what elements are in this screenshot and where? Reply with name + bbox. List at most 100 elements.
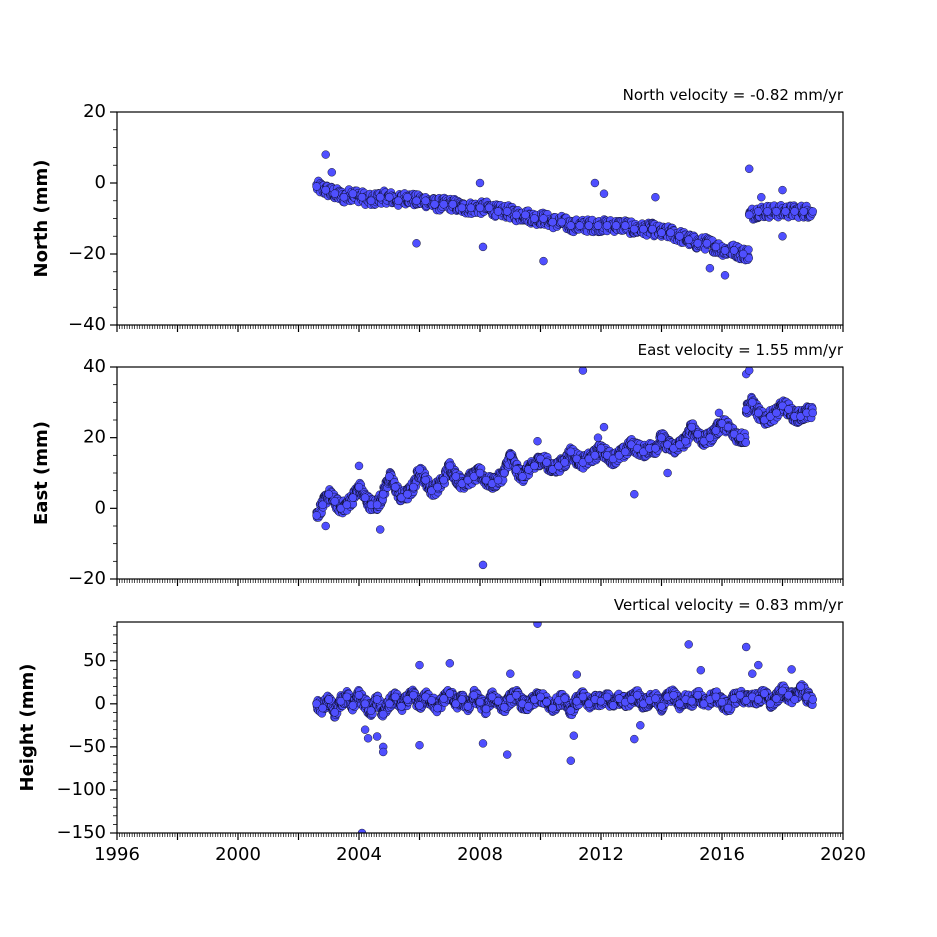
data-point [360,699,370,708]
data-point [566,706,575,715]
outlier-point [630,734,639,744]
data-point [530,214,539,223]
x-tick-label: 2012 [578,844,624,865]
y-tick-label: −150 [57,822,106,843]
north-y-axis-label: North (mm) [31,160,52,278]
data-point [630,224,639,234]
data-point [463,702,473,711]
data-point [584,221,594,230]
y-tick-label: −50 [68,736,106,757]
data-point [348,701,358,710]
data-point [330,708,339,717]
data-point [330,497,339,506]
data-point [487,692,497,702]
data-point [542,697,551,707]
data-point [566,221,575,230]
data-point [572,697,581,706]
data-point [385,699,394,708]
y-tick-label: 0 [95,172,106,193]
outlier-point [705,264,715,273]
outlier-point [539,256,548,266]
data-point [790,695,799,704]
data-point [376,192,385,202]
outlier-point [599,422,609,432]
data-point [512,691,521,700]
data-point [799,207,808,216]
outlier-point [321,150,330,159]
y-tick-label: 40 [83,356,106,377]
data-point [512,465,521,474]
data-point [391,482,400,492]
data-point [415,701,424,710]
data-point [548,703,557,713]
data-point [784,691,793,700]
outlier-point [354,461,364,471]
data-point [542,458,551,467]
data-point [687,422,696,432]
data-point [693,691,702,700]
outlier-point [742,642,751,652]
outlier-point [663,468,672,478]
data-point [735,691,745,700]
data-point [415,465,424,474]
data-point [741,438,750,447]
east-velocity-title: East velocity = 1.55 mm/yr [638,341,844,359]
data-point [711,242,721,252]
data-point [539,214,548,223]
y-tick-label: −40 [68,314,106,335]
data-point [657,228,666,237]
data-point [742,405,751,414]
outlier-point [415,660,424,670]
outlier-point [379,747,388,757]
outlier-point [566,756,575,765]
data-point [621,447,630,456]
data-point [578,692,588,702]
data-point [651,444,660,453]
data-point [808,408,817,418]
data-point [379,490,388,499]
data-point [521,210,530,220]
data-point [711,426,721,435]
data-point [397,702,406,711]
data-point [729,246,739,255]
x-tick-label: 1996 [94,844,140,865]
data-point [360,493,370,502]
data-point [699,699,709,708]
outlier-point [720,271,730,280]
outlier-point [372,732,382,741]
data-point [430,200,439,209]
east-panel: East velocity = 1.55 mm/yr East (mm) 40 2… [31,341,844,589]
outlier-point [533,622,542,628]
x-tick-label: 2000 [215,844,261,865]
data-point [475,468,485,478]
vertical-velocity-title: Vertical velocity = 0.83 mm/yr [614,596,844,614]
data-point [669,691,678,700]
y-tick-label: −20 [68,243,106,264]
north-panel: North velocity = -0.82 mm/yr North (mm) … [31,86,844,335]
data-point [385,472,394,481]
outlier-point [572,670,581,679]
data-point [666,228,675,237]
y-tick-label: 50 [83,650,106,671]
data-point [457,695,467,704]
data-point [566,447,575,456]
outlier-point [593,433,603,442]
data-point [318,500,327,509]
data-point [469,691,479,700]
x-tick-label: 2008 [457,844,503,865]
data-point [484,203,494,213]
data-point [500,468,509,478]
data-point [693,239,702,248]
data-point [366,706,376,715]
outlier-point [475,178,485,188]
data-point [324,695,333,704]
height-panel: Vertical velocity = 0.83 mm/yr Height (m… [17,596,866,865]
data-point [506,451,515,460]
outlier-point [578,367,588,375]
data-point [772,207,781,216]
data-point [342,500,352,509]
data-point [639,224,648,234]
east-y-axis-label: East (mm) [31,421,52,525]
